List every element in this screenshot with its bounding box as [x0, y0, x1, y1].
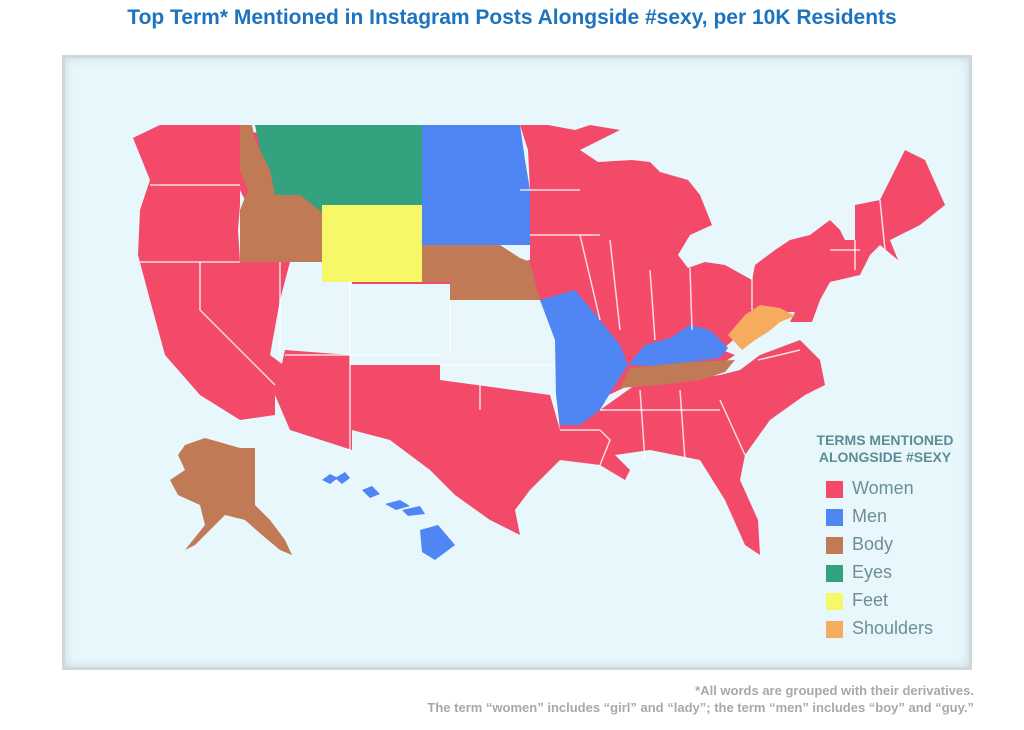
region-feet — [322, 205, 422, 282]
footnote-line-2: The term “women” includes “girl” and “la… — [427, 700, 974, 715]
legend-label-feet: Feet — [852, 590, 889, 610]
region-women — [275, 340, 825, 555]
region-body — [422, 245, 540, 300]
region-eyes — [255, 125, 422, 212]
legend-swatch-feet — [826, 593, 843, 610]
legend-swatch-eyes — [826, 565, 843, 582]
region-shoulders — [728, 305, 795, 350]
legend-swatch-body — [826, 537, 843, 554]
region-body — [620, 360, 735, 388]
legend-label-body: Body — [852, 534, 894, 554]
legend-label-shoulders: Shoulders — [852, 618, 934, 638]
legend-swatch-shoulders — [826, 621, 843, 638]
map-title: Top Term* Mentioned in Instagram Posts A… — [127, 6, 897, 29]
region-men — [335, 472, 350, 484]
legend-label-men: Men — [852, 506, 888, 526]
region-men — [422, 125, 530, 245]
legend-label-women: Women — [852, 478, 914, 498]
region-men — [362, 486, 380, 498]
region-body — [170, 438, 292, 555]
region-men — [402, 506, 425, 516]
region-men — [420, 525, 455, 560]
legend-swatch-men — [826, 509, 843, 526]
state-borders — [140, 184, 886, 466]
region-men — [322, 474, 338, 484]
region-men — [385, 500, 410, 510]
legend-title-line1: TERMS MENTIONED — [816, 432, 954, 448]
legend-title-line2: ALONGSIDE #SEXY — [818, 449, 952, 465]
legend-title: TERMS MENTIONED ALONGSIDE #SEXY — [790, 432, 980, 466]
region-men — [628, 325, 728, 366]
footnote-line-1: *All words are grouped with their deriva… — [695, 683, 974, 698]
region-women — [133, 125, 290, 420]
legend-swatch-women — [826, 481, 843, 498]
region-body — [240, 125, 322, 262]
region-men — [540, 290, 628, 425]
legend-label-eyes: Eyes — [852, 562, 893, 582]
